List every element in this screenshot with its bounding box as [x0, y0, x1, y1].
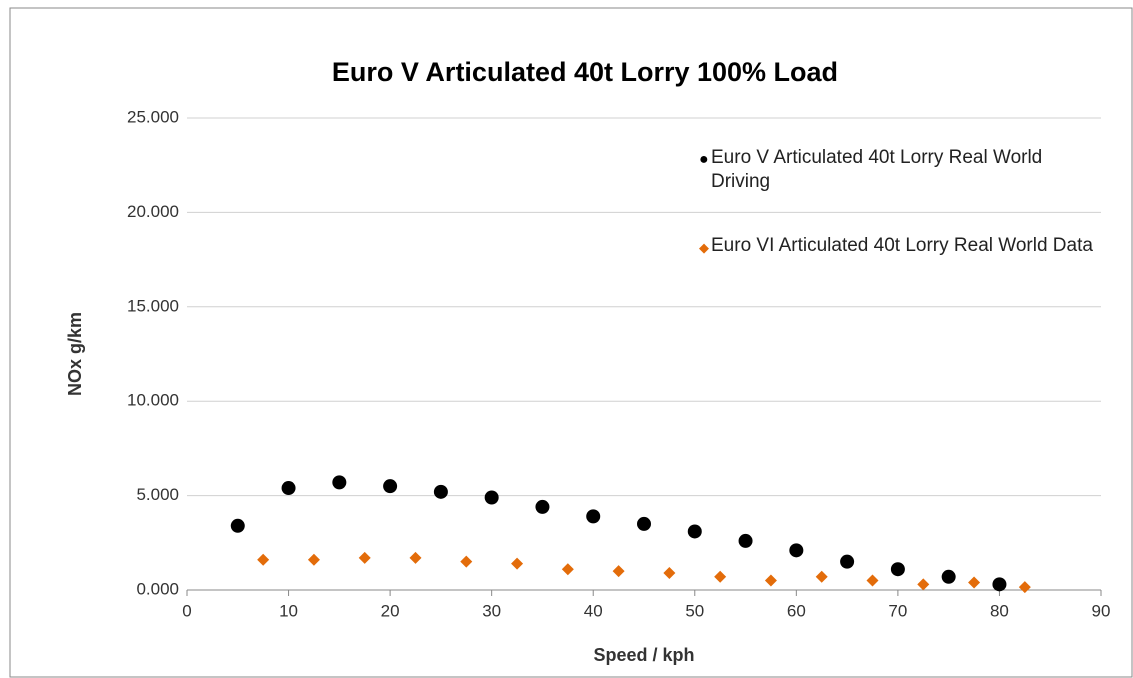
y-tick-label: 20.000 [127, 202, 179, 221]
legend-item: ● Euro V Articulated 40t Lorry Real World… [699, 146, 1101, 194]
point [866, 574, 879, 587]
y-tick-label: 5.000 [136, 485, 179, 504]
x-tick-label: 80 [990, 601, 1009, 620]
x-tick-label: 70 [888, 601, 907, 620]
point [358, 551, 371, 564]
point [433, 484, 448, 499]
point [917, 578, 930, 591]
point [612, 565, 625, 578]
point [281, 481, 296, 496]
point [460, 555, 473, 568]
point [714, 570, 727, 583]
legend-marker: ● [699, 151, 709, 168]
legend-item: ◆ Euro VI Articulated 40t Lorry Real Worl… [699, 234, 1101, 258]
point [230, 518, 245, 533]
chart-title: Euro V Articulated 40t Lorry 100% Load [332, 57, 838, 87]
x-tick-label: 0 [182, 601, 191, 620]
point [383, 479, 398, 494]
point [789, 543, 804, 558]
y-axis-label: NOx g/km [65, 312, 85, 396]
point [764, 574, 777, 587]
x-tick-label: 30 [482, 601, 501, 620]
point [992, 577, 1007, 592]
point [511, 557, 524, 570]
chart-border [9, 7, 1133, 678]
y-tick-label: 0.000 [136, 579, 179, 598]
point [890, 562, 905, 577]
point [409, 551, 422, 564]
point [307, 553, 320, 566]
point [484, 490, 499, 505]
point [815, 570, 828, 583]
x-tick-label: 10 [279, 601, 298, 620]
legend-marker: ◆ [699, 240, 709, 255]
x-tick-label: 90 [1092, 601, 1111, 620]
point [561, 563, 574, 576]
x-tick-label: 20 [381, 601, 400, 620]
point [257, 553, 270, 566]
point [840, 554, 855, 569]
point [663, 567, 676, 580]
point [738, 533, 753, 548]
legend-label: Euro VI Articulated 40t Lorry Real World… [711, 235, 1093, 256]
legend-label: Euro V Articulated 40t Lorry Real World … [711, 147, 1043, 192]
y-tick-label: 25.000 [127, 107, 179, 126]
y-tick-label: 10.000 [127, 391, 179, 410]
x-tick-label: 40 [584, 601, 603, 620]
point [1018, 581, 1031, 594]
point [968, 576, 981, 589]
point [687, 524, 702, 539]
x-axis-label: Speed / kph [593, 645, 694, 665]
point [586, 509, 601, 524]
point [535, 499, 550, 514]
point [332, 475, 347, 490]
x-tick-label: 50 [685, 601, 704, 620]
point [941, 569, 956, 584]
point [637, 516, 651, 531]
y-tick-label: 15.000 [127, 296, 179, 315]
x-tick-label: 60 [787, 601, 806, 620]
